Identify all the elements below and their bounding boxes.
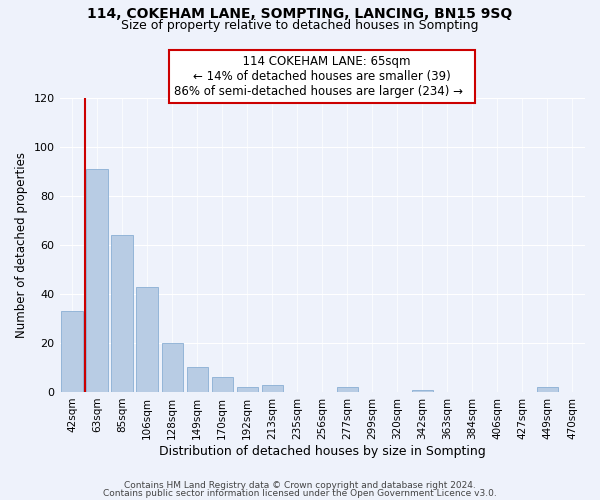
Bar [112, 235, 133, 392]
Bar [61, 311, 83, 392]
Bar [412, 390, 433, 392]
Bar [236, 387, 258, 392]
Text: 114, COKEHAM LANE, SOMPTING, LANCING, BN15 9SQ: 114, COKEHAM LANE, SOMPTING, LANCING, BN… [88, 8, 512, 22]
Bar [212, 378, 233, 392]
Text: Contains public sector information licensed under the Open Government Licence v3: Contains public sector information licen… [103, 488, 497, 498]
X-axis label: Distribution of detached houses by size in Sompting: Distribution of detached houses by size … [159, 444, 485, 458]
Bar [136, 286, 158, 392]
Text: Size of property relative to detached houses in Sompting: Size of property relative to detached ho… [121, 18, 479, 32]
Bar [187, 368, 208, 392]
Bar [337, 387, 358, 392]
Text: Contains HM Land Registry data © Crown copyright and database right 2024.: Contains HM Land Registry data © Crown c… [124, 481, 476, 490]
Bar [537, 387, 558, 392]
Text: 114 COKEHAM LANE: 65sqm
← 14% of detached houses are smaller (39)
86% of semi-de: 114 COKEHAM LANE: 65sqm ← 14% of detache… [174, 55, 470, 98]
Bar [161, 343, 183, 392]
Bar [86, 169, 108, 392]
Bar [262, 384, 283, 392]
Y-axis label: Number of detached properties: Number of detached properties [15, 152, 28, 338]
